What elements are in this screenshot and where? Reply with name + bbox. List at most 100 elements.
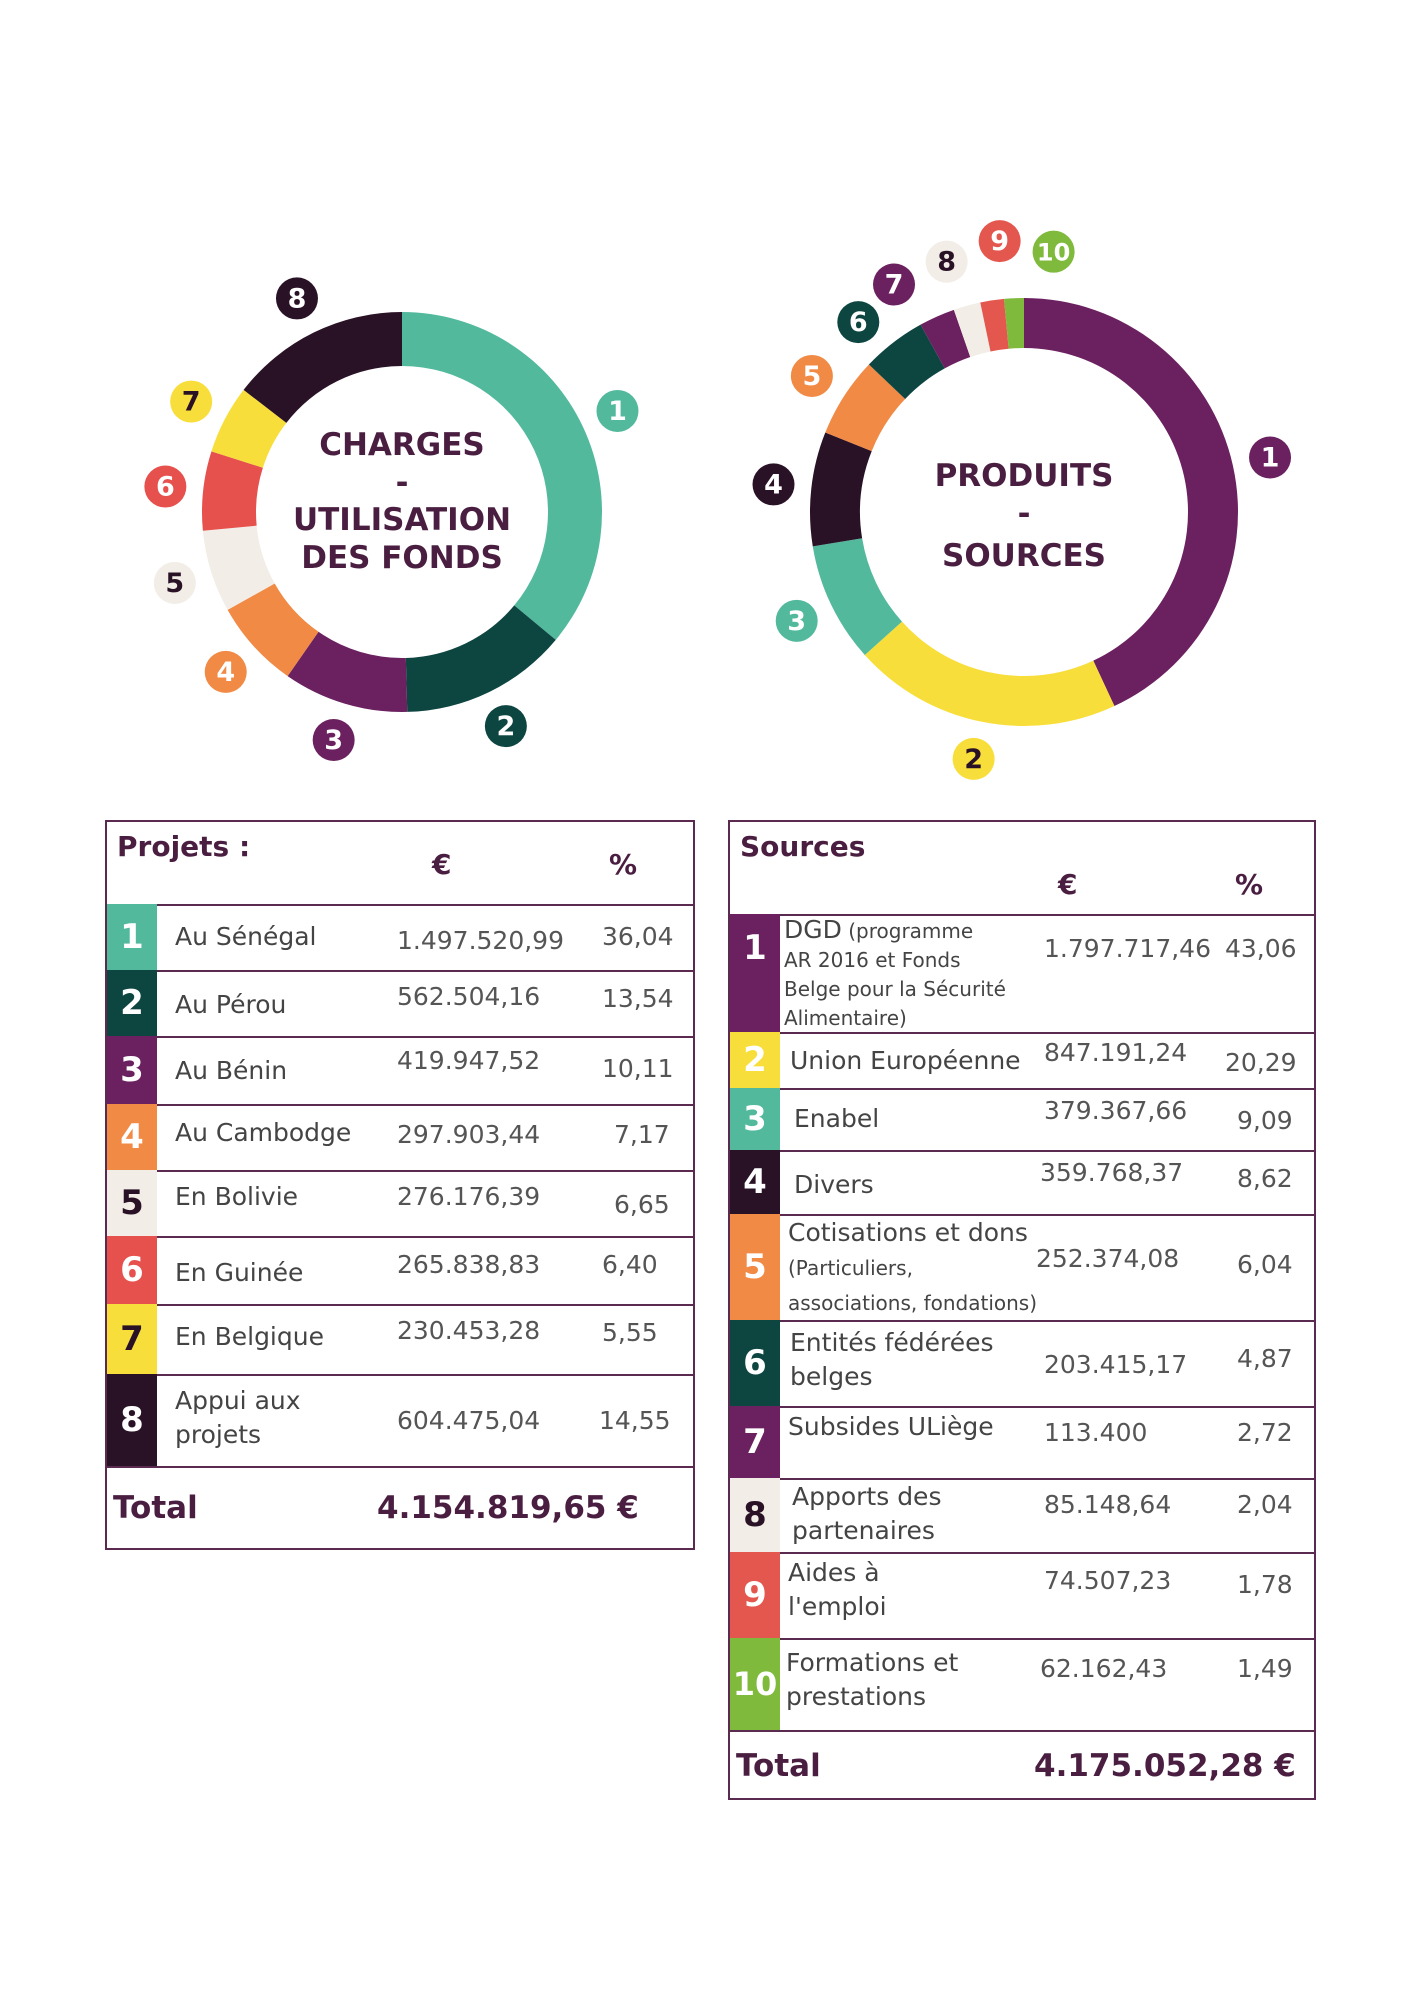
row-eur: 297.903,44 [397, 1120, 541, 1149]
row-label-line: AR 2016 et Fonds [784, 948, 961, 972]
slice-badge: 4 [204, 650, 247, 693]
row-pct: 6,04 [1237, 1250, 1293, 1279]
row-pct: 7,17 [614, 1120, 670, 1149]
sources-table: Sources € % 1 DGD (programme AR 2016 et … [728, 820, 1316, 1800]
badge-circle [1249, 436, 1292, 479]
row-label-line: l'emploi [788, 1592, 887, 1621]
slice-badge: 6 [837, 301, 880, 344]
donut-slice [920, 309, 971, 369]
table-row: 10 Formations et prestations 62.162,43 1… [730, 1638, 1314, 1732]
donut-produits: 1 2 3 4 567 8 9 10 [752, 220, 1292, 780]
total-value: 4.175.052,28 € [1034, 1748, 1296, 1784]
row-badge: 8 [107, 1374, 157, 1466]
slice-badge: 8 [925, 240, 968, 283]
row-pct: 4,87 [1237, 1344, 1293, 1373]
row-label: Appui aux projets [175, 1384, 301, 1452]
row-eur: 847.191,24 [1044, 1038, 1188, 1067]
slice-badge: 2 [952, 737, 995, 780]
row-label: Union Européenne [790, 1046, 1021, 1075]
row-label-line: Entités fédérées [790, 1328, 994, 1357]
row-label-line: Alimentaire) [784, 1006, 907, 1030]
row-label: En Guinée [175, 1258, 304, 1287]
table-row: 9 Aides à l'emploi 74.507,23 1,78 [730, 1552, 1314, 1640]
donut-slice [202, 451, 263, 531]
title-line: UTILISATION [293, 502, 511, 538]
row-label: En Belgique [175, 1322, 324, 1351]
row-label: Divers [794, 1170, 874, 1199]
column-header-eur: € [432, 848, 452, 881]
row-badge: 3 [730, 1088, 780, 1150]
row-badge: 10 [730, 1638, 780, 1730]
donut-slice [825, 364, 906, 452]
donut-slice [810, 432, 872, 547]
table-row: 8 Appui aux projets 604.475,04 14,55 [107, 1374, 693, 1468]
row-pct: 36,04 [602, 922, 674, 951]
donut-charges-title: CHARGES - UTILISATION DES FONDS [293, 427, 511, 576]
row-label-line: Belge pour la Sécurité [784, 977, 1006, 1001]
row-label: En Bolivie [175, 1182, 299, 1211]
badge-label: 2 [964, 744, 983, 775]
donut-slice [227, 583, 319, 677]
projets-table-header: Projets : € % [107, 822, 693, 906]
row-label: Au Sénégal [175, 922, 317, 951]
row-eur: 604.475,04 [397, 1406, 541, 1435]
row-eur: 203.415,17 [1044, 1350, 1188, 1379]
row-label-line: belges [790, 1362, 873, 1391]
projets-table-title: Projets : [117, 830, 251, 863]
row-pct: 6,40 [602, 1250, 658, 1279]
row-badge: 1 [107, 904, 157, 970]
row-badge: 7 [107, 1304, 157, 1374]
badge-circle [596, 389, 639, 432]
row-label: Au Bénin [175, 1056, 288, 1085]
table-row: 7 Subsides ULiège 113.400 2,72 [730, 1406, 1314, 1480]
row-eur: 230.453,28 [397, 1316, 541, 1345]
row-badge: 3 [107, 1036, 157, 1104]
row-pct: 43,06 [1225, 934, 1297, 963]
row-label: DGD (programme AR 2016 et Fonds Belge po… [784, 916, 1006, 1032]
slice-badge: 7 [170, 380, 213, 423]
row-pct: 8,62 [1237, 1164, 1293, 1193]
badge-circle [775, 599, 818, 642]
table-row: 4 Au Cambodge 297.903,44 7,17 [107, 1104, 693, 1172]
row-label-line: (Particuliers, [788, 1256, 913, 1280]
badge-label: 5 [165, 568, 184, 599]
row-pct: 5,55 [602, 1318, 658, 1347]
column-header-pct: % [609, 848, 638, 881]
badge-circle [1032, 230, 1075, 273]
slice-badge: 3 [775, 599, 818, 642]
table-row: 2 Au Pérou 562.504,16 13,54 [107, 970, 693, 1038]
slice-badge: 7 [873, 263, 916, 306]
row-label: Au Cambodge [175, 1118, 352, 1147]
donut-slice [1004, 298, 1024, 349]
row-badge: 6 [107, 1236, 157, 1304]
badge-circle [144, 465, 187, 508]
badge-circle [952, 737, 995, 780]
slice-badge: 9 [978, 220, 1021, 263]
row-badge: 9 [730, 1552, 780, 1638]
table-row: 5 Cotisations et dons (Particuliers, ass… [730, 1214, 1314, 1322]
row-label-line: prestations [786, 1682, 927, 1711]
badge-circle [204, 650, 247, 693]
donut-slice [405, 605, 556, 712]
slice-badge: 3 [312, 718, 355, 761]
row-pct: 2,04 [1237, 1490, 1293, 1519]
sources-table-header: Sources € % [730, 822, 1314, 916]
row-badge: 5 [730, 1214, 780, 1320]
row-badge: 2 [730, 1032, 780, 1088]
badge-circle [153, 561, 196, 604]
row-pct: 6,65 [614, 1190, 670, 1219]
badge-circle [873, 263, 916, 306]
badge-circle [837, 301, 880, 344]
row-pct: 10,11 [602, 1054, 674, 1083]
row-eur: 85.148,64 [1044, 1490, 1172, 1519]
donut-slice [402, 312, 602, 640]
row-badge: 7 [730, 1406, 780, 1478]
column-header-eur: € [1058, 868, 1078, 901]
column-header-pct: % [1235, 868, 1264, 901]
slice-badge: 8 [275, 277, 318, 320]
slice-badge: 2 [484, 705, 527, 748]
table-row: 1 Au Sénégal 1.497.520,99 36,04 [107, 904, 693, 972]
table-row: 2 Union Européenne 847.191,24 20,29 [730, 1032, 1314, 1090]
row-eur: 265.838,83 [397, 1250, 541, 1279]
row-label-line: associations, fondations) [788, 1291, 1038, 1315]
